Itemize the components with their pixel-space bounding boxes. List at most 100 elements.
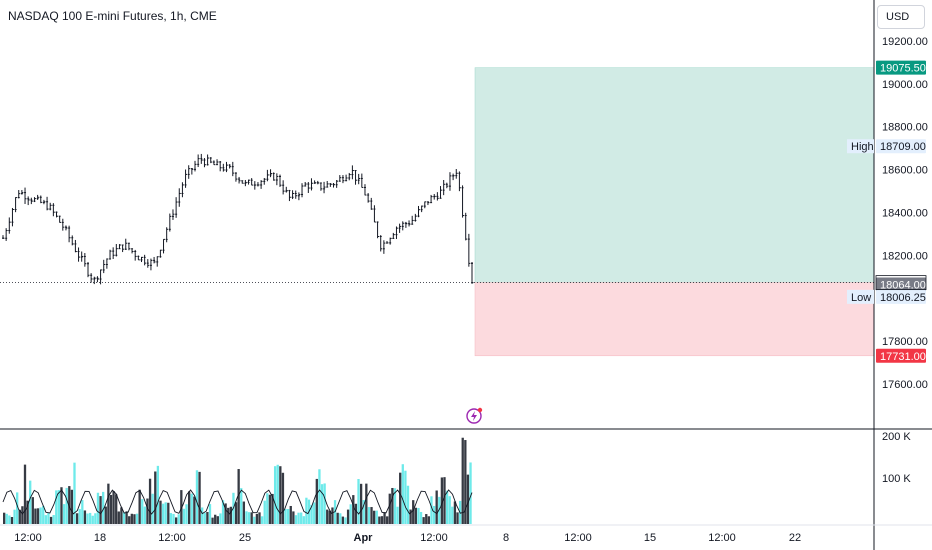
volume-bar xyxy=(180,490,183,524)
volume-bar xyxy=(3,512,6,524)
volume-bar xyxy=(409,509,412,524)
x-tick-label: 12:00 xyxy=(708,532,736,544)
volume-bar xyxy=(16,492,19,524)
volume-bar xyxy=(341,516,345,524)
volume-bar xyxy=(60,487,63,524)
volume-bar xyxy=(187,491,191,524)
volume-bar xyxy=(297,512,300,524)
stop-loss-label: 17731.00 xyxy=(880,351,926,363)
volume-tick-label: 100 K xyxy=(882,473,911,485)
volume-bar xyxy=(302,516,305,524)
volume-bar xyxy=(281,472,285,524)
price-tag-label-bg xyxy=(876,277,926,292)
volume-bar xyxy=(422,517,425,524)
volume-bar xyxy=(224,503,227,524)
volume-bar xyxy=(399,472,402,524)
volume-bar xyxy=(425,514,428,524)
volume-tick-label: 200 K xyxy=(882,431,911,443)
x-tick-label: 12:00 xyxy=(158,532,186,544)
volume-bar xyxy=(52,515,55,524)
volume-bar xyxy=(164,502,167,524)
volume-bar xyxy=(406,485,410,524)
volume-bar xyxy=(258,512,261,524)
x-tick-label: 18 xyxy=(94,532,106,544)
volume-bar xyxy=(31,497,34,524)
volume-bar xyxy=(151,493,154,524)
volume-bar xyxy=(23,464,27,524)
volume-bar xyxy=(427,516,431,524)
volume-bar xyxy=(255,513,259,524)
high-value-label: 18709.00 xyxy=(880,141,926,153)
volume-bar xyxy=(250,512,253,524)
volume-bar xyxy=(68,486,71,524)
volume-bar xyxy=(453,501,457,524)
volume-bar xyxy=(438,496,441,524)
stop-loss-label-bg xyxy=(876,348,926,363)
volume-bar xyxy=(268,494,272,524)
volume-bar xyxy=(13,509,16,524)
volume-bar xyxy=(201,507,204,524)
volume-bar xyxy=(167,502,170,524)
volume-bar xyxy=(130,513,133,524)
loss-zone xyxy=(474,282,875,357)
low-value-label-bg xyxy=(876,289,926,304)
volume-bar xyxy=(99,496,102,524)
volume-bar xyxy=(96,492,100,524)
volume-bar xyxy=(461,437,464,524)
volume-bar xyxy=(313,502,316,524)
y-tick-label: 18400.00 xyxy=(882,207,928,219)
volume-bar xyxy=(326,509,329,524)
take-profit-label-bg xyxy=(876,60,926,75)
volume-bar xyxy=(430,496,433,524)
volume-bar xyxy=(328,510,331,524)
volume-bar xyxy=(344,517,347,524)
volume-bar xyxy=(125,511,128,524)
volume-bar xyxy=(367,507,371,524)
candles-layer xyxy=(0,153,874,285)
volume-bar xyxy=(91,515,94,524)
lightning-bolt-icon[interactable] xyxy=(466,407,483,424)
volume-bar xyxy=(359,483,363,524)
volume-bar xyxy=(21,506,24,524)
volume-bar xyxy=(221,500,225,524)
volume-bar xyxy=(375,510,378,524)
volume-bar xyxy=(440,477,444,524)
x-tick-label: 12:00 xyxy=(420,532,448,544)
volume-bar xyxy=(352,495,355,524)
volume-bar xyxy=(88,512,92,524)
volume-bar xyxy=(117,511,120,524)
volume-bar xyxy=(469,462,472,524)
x-tick-label: 25 xyxy=(239,532,251,544)
volume-bar xyxy=(34,508,37,524)
volume-bar xyxy=(346,509,350,524)
volume-bar xyxy=(417,507,420,524)
volume-bar xyxy=(414,507,417,524)
volume-bar xyxy=(386,516,389,524)
y-tick-label: 17800.00 xyxy=(882,336,928,348)
chart-title: NASDAQ 100 E-mini Futures, 1h, CME xyxy=(8,9,217,23)
volume-bar xyxy=(62,504,66,524)
volume-bar xyxy=(44,515,47,524)
y-tick-label: 18800.00 xyxy=(882,122,928,134)
volume-bar xyxy=(169,513,173,524)
volume-bar xyxy=(354,503,358,524)
volume-bar xyxy=(70,489,74,524)
volume-bar xyxy=(65,487,68,524)
volume-bar xyxy=(445,490,449,524)
y-tick-label: 17600.00 xyxy=(882,379,928,391)
volume-bar xyxy=(401,464,404,524)
volume-bar xyxy=(388,493,391,524)
volume-bar xyxy=(378,516,381,524)
volume-bar xyxy=(133,514,136,524)
volume-bar xyxy=(148,478,152,524)
volume-bar xyxy=(104,506,107,524)
currency-selector[interactable]: USD xyxy=(877,5,925,29)
volume-bar xyxy=(18,509,21,524)
volume-bar xyxy=(242,501,246,524)
labels-layer: 19075.5018709.0018072.5018064.0018006.25… xyxy=(466,60,927,424)
volume-bar xyxy=(305,497,308,524)
volume-bar xyxy=(172,513,175,524)
volume-bar xyxy=(39,507,42,524)
